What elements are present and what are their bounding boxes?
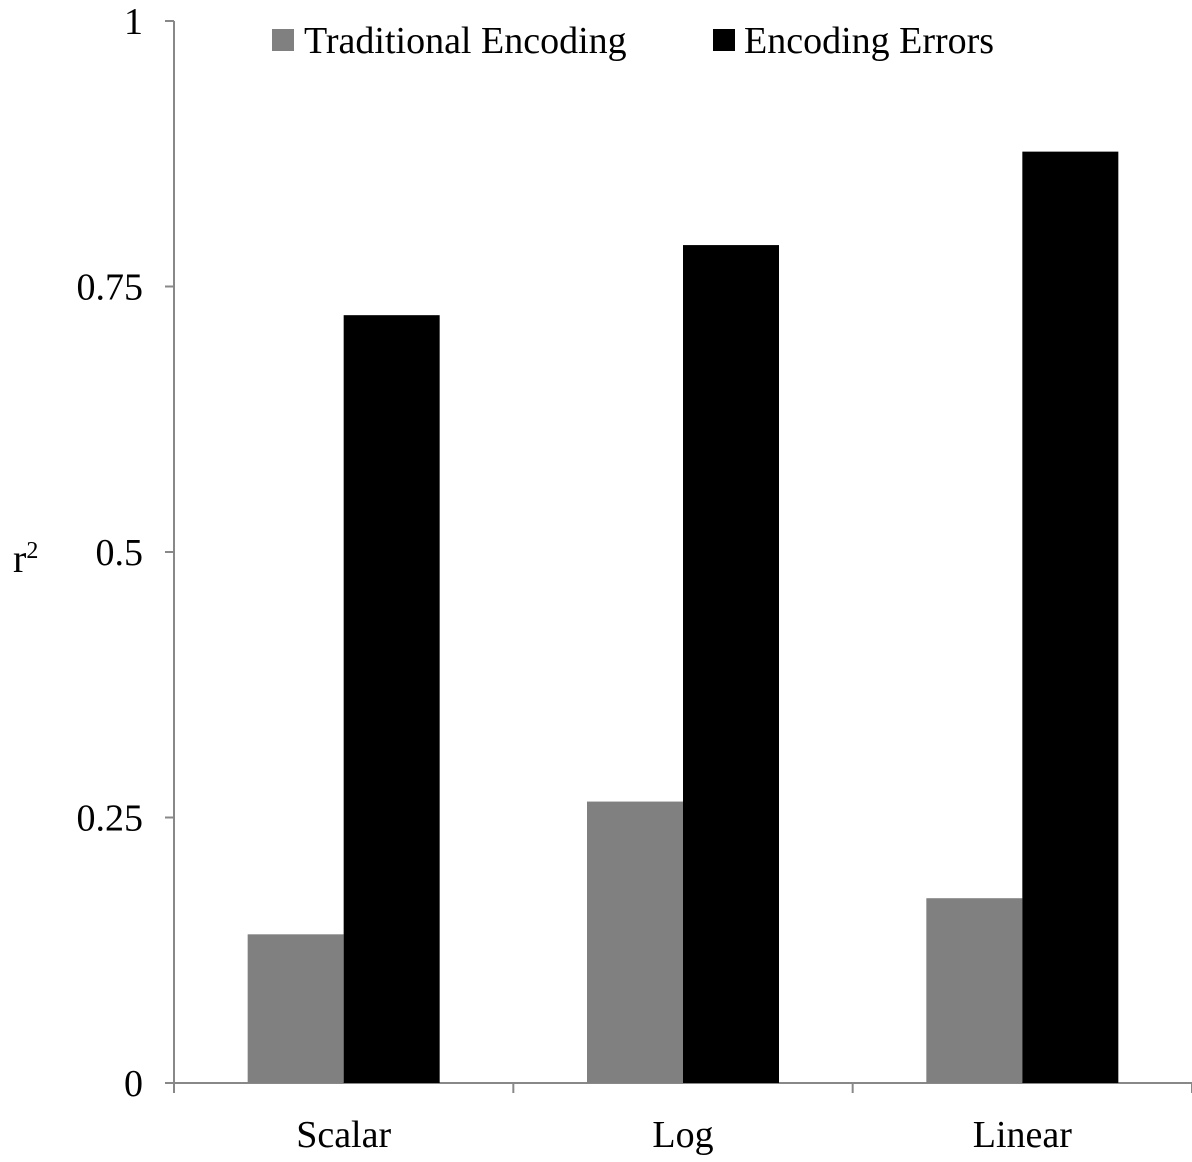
- y-axis-label-superscript: 2: [26, 538, 38, 564]
- y-axis-label-base: r: [13, 536, 26, 581]
- legend-swatch: [272, 29, 294, 51]
- bar-encoding-errors-log: [683, 245, 779, 1083]
- y-tick-label: 1: [124, 1, 143, 43]
- x-category-label: Linear: [973, 1114, 1073, 1156]
- x-category-label: Log: [652, 1114, 713, 1156]
- bar-traditional-encoding-linear: [926, 898, 1023, 1083]
- legend-swatch: [713, 29, 735, 51]
- x-axis-ticks: Scalar Log Linear: [173, 1083, 1192, 1156]
- y-tick-label: 0.5: [96, 532, 144, 574]
- legend-label: Encoding Errors: [744, 20, 994, 62]
- y-tick-label: 0.75: [77, 267, 144, 309]
- legend-label: Traditional Encoding: [304, 20, 627, 62]
- bar-encoding-errors-linear: [1022, 151, 1119, 1084]
- y-axis-ticks: 0 0.25 0.5 0.75 1: [77, 1, 174, 1105]
- y-tick-label: 0.25: [77, 798, 144, 840]
- bar-traditional-encoding-log: [587, 801, 683, 1083]
- y-tick-label: 0: [124, 1063, 143, 1105]
- y-axis-label: r2: [13, 536, 38, 581]
- bars: [247, 151, 1119, 1084]
- legend: Traditional Encoding Encoding Errors: [272, 20, 994, 62]
- x-category-label: Scalar: [296, 1114, 391, 1156]
- bar-traditional-encoding-scalar: [247, 934, 344, 1083]
- bar-encoding-errors-scalar: [343, 315, 440, 1083]
